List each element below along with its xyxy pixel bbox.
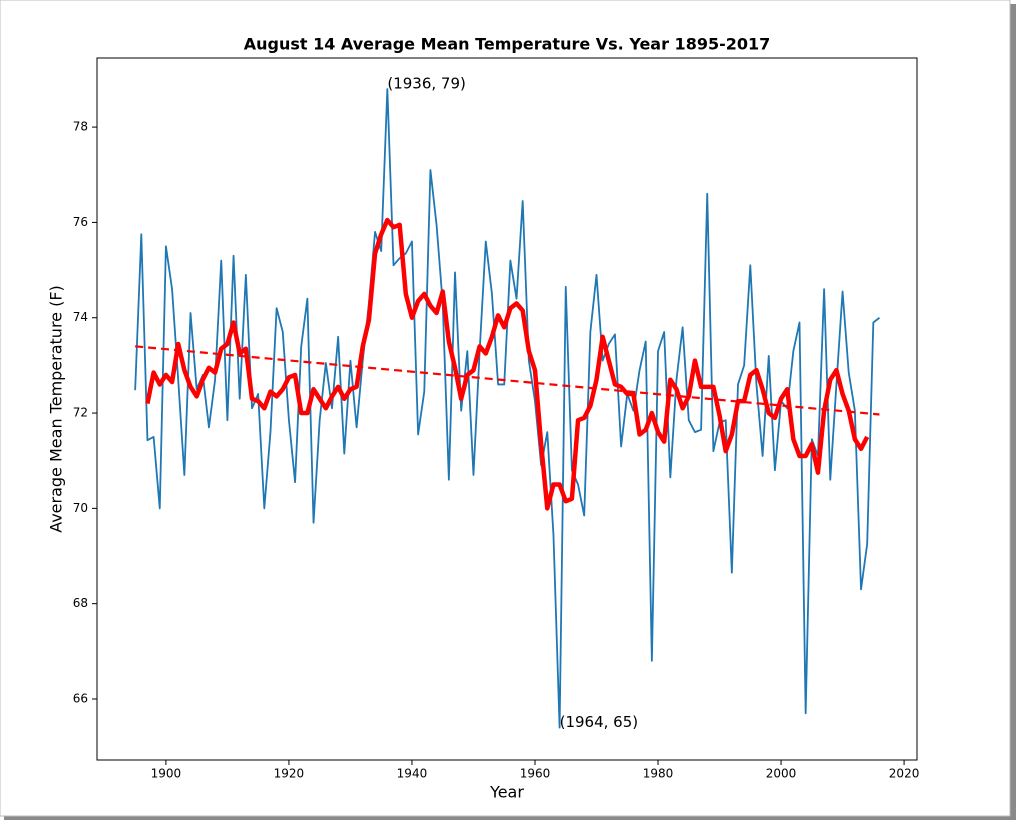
- x-tick-label: 1960: [520, 767, 551, 781]
- x-tick-label: 1940: [397, 767, 428, 781]
- y-tick-label: 78: [73, 120, 88, 134]
- figure-frame: [0, 0, 1011, 817]
- series-line: [135, 345, 880, 416]
- chart-title: August 14 Average Mean Temperature Vs. Y…: [244, 35, 771, 54]
- x-tick-label: 1920: [274, 767, 305, 781]
- series-line: [145, 217, 870, 511]
- y-tick-label: 68: [73, 596, 88, 610]
- x-axis-label: Year: [489, 783, 524, 802]
- y-tick-label: 74: [73, 310, 88, 324]
- y-tick-label: 76: [73, 215, 88, 229]
- annotation: (1964, 65): [560, 713, 639, 731]
- y-tick-label: 66: [73, 691, 88, 705]
- y-tick-label: 70: [73, 501, 88, 515]
- plot-frame: [96, 57, 918, 761]
- y-axis-label: Average Mean Temperature (F): [47, 285, 66, 533]
- annotation: (1936, 79): [387, 74, 466, 92]
- x-tick-label: 1900: [151, 767, 182, 781]
- x-tick-label: 1980: [643, 767, 674, 781]
- x-tick-label: 2000: [766, 767, 797, 781]
- x-tick-label: 2020: [889, 767, 920, 781]
- y-tick-label: 72: [73, 406, 88, 420]
